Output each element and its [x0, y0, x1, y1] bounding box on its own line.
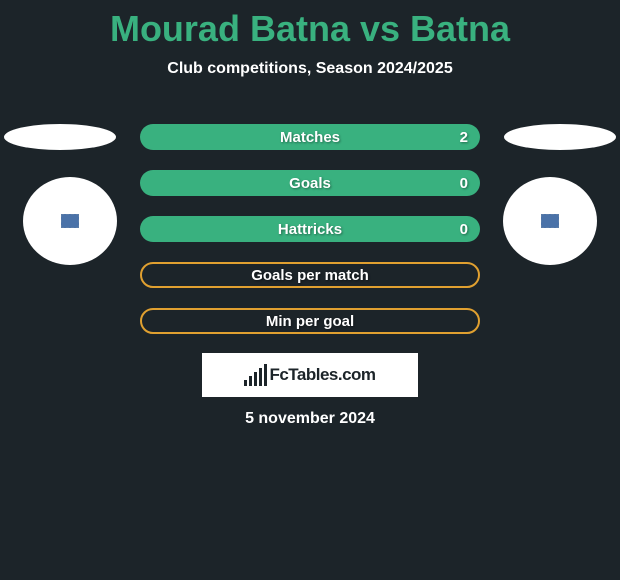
stat-right: 0 — [460, 175, 468, 192]
logo-text: FcTables.com — [269, 365, 375, 385]
stat-label: Matches — [280, 129, 340, 146]
badge-right — [503, 177, 597, 265]
stat-row-hattricks: Hattricks 0 — [140, 216, 480, 242]
ellipse-left — [4, 124, 116, 150]
stat-right: 0 — [460, 221, 468, 238]
stat-row-matches: Matches 2 — [140, 124, 480, 150]
page-title: Mourad Batna vs Batna — [0, 0, 620, 50]
ellipse-right — [504, 124, 616, 150]
stat-right: 2 — [460, 129, 468, 146]
stat-label: Goals — [289, 175, 331, 192]
stat-row-min-per-goal: Min per goal — [140, 308, 480, 334]
stat-label: Min per goal — [266, 313, 354, 330]
stat-label: Goals per match — [251, 267, 369, 284]
fctables-logo: FcTables.com — [202, 353, 418, 397]
badge-left — [23, 177, 117, 265]
stat-rows: Matches 2 Goals 0 Hattricks 0 Goals per … — [140, 124, 480, 334]
placeholder-icon — [61, 214, 79, 228]
date-label: 5 november 2024 — [0, 410, 620, 428]
stat-row-goals: Goals 0 — [140, 170, 480, 196]
stat-label: Hattricks — [278, 221, 342, 238]
placeholder-icon — [541, 214, 559, 228]
subtitle: Club competitions, Season 2024/2025 — [0, 60, 620, 78]
logo-chart-icon — [244, 364, 267, 386]
stat-row-goals-per-match: Goals per match — [140, 262, 480, 288]
